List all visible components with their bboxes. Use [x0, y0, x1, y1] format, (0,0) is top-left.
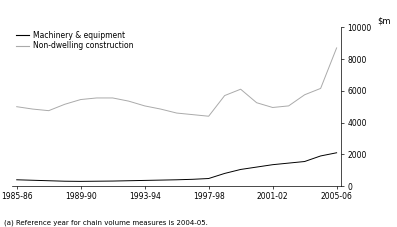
- Y-axis label: $m: $m: [378, 17, 391, 26]
- Legend: Machinery & equipment, Non-dwelling construction: Machinery & equipment, Non-dwelling cons…: [16, 31, 133, 50]
- Text: (a) Reference year for chain volume measures is 2004-05.: (a) Reference year for chain volume meas…: [4, 219, 208, 226]
